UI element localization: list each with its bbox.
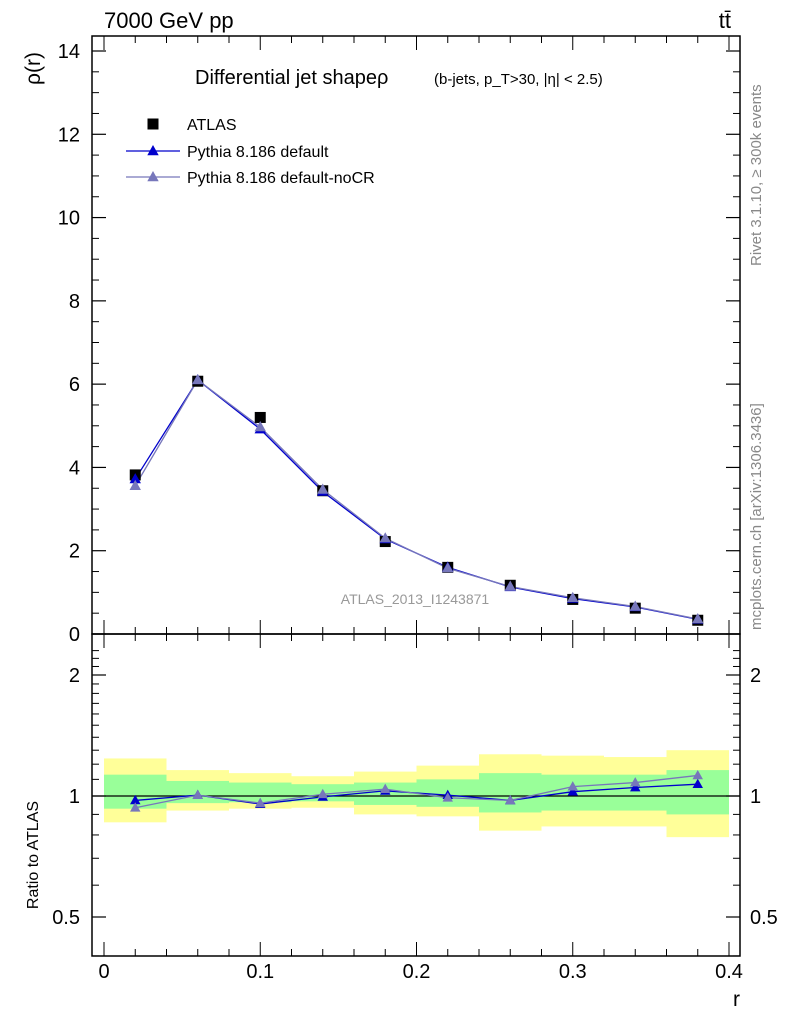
data-point-2 (567, 591, 579, 602)
ratio-xtick-label: 0.3 (559, 961, 587, 983)
main-panel: 0 2 4 6 8 10 12 14 ρ(r) Differential jet shapeρ… (22, 35, 741, 646)
ratio-point-0 (692, 778, 703, 789)
ratio-point-1 (692, 769, 703, 780)
data-point-2 (504, 580, 516, 591)
ratio-line-1 (135, 774, 698, 809)
ratio-ticks: 0.5 0.5 1 1 2 2 0 0.1 0.2 0.3 0.4 (52, 634, 778, 983)
watermark: ATLAS_2013_I1243871 (341, 591, 490, 607)
ratio-xlabel: r (733, 988, 740, 1011)
ratio-point-1 (630, 777, 641, 787)
ratio-marks (130, 769, 703, 812)
ratio-ytick-label-right: 0.5 (750, 907, 778, 929)
ratio-point-1 (567, 781, 578, 791)
ratio-ylabel: Ratio to ATLAS (25, 801, 42, 909)
data-point-2 (317, 483, 329, 494)
ratio-xtick-label: 0 (98, 961, 109, 983)
ratio-frame (91, 633, 741, 957)
ratio-ytick-label: 0.5 (52, 907, 80, 929)
legend-marker (147, 145, 159, 156)
ratio-xtick-label: 0.4 (715, 961, 743, 983)
ratio-point-1 (192, 789, 203, 799)
main-ytick-label: 14 (58, 41, 80, 63)
chart-title-sub: (b-jets, p_T>30, |η| < 2.5) (434, 71, 603, 88)
series-line-2 (134, 379, 698, 620)
ratio-point-0 (130, 794, 141, 805)
ratio-point-1 (380, 783, 391, 794)
ratio-ytick-label-right: 1 (750, 786, 761, 808)
legend-marker (147, 171, 159, 182)
ratio-point-1 (442, 792, 453, 802)
data-point-0 (254, 411, 266, 423)
main-ylabel: ρ(r) (22, 52, 45, 85)
data-point-2 (442, 562, 454, 573)
header-left: 7000 GeV pp (104, 8, 234, 33)
ratio-point-0 (630, 781, 641, 792)
data-point-2 (192, 373, 204, 385)
legend: ATLAS Pythia 8.186 default Pythia 8.186 de… (126, 117, 375, 187)
data-point-1 (129, 473, 141, 484)
data-point-2 (254, 421, 266, 432)
main-ytick-label: 0 (69, 624, 80, 646)
chart-title-main: Differential jet shapeρ (195, 67, 388, 89)
ratio-point-1 (130, 802, 141, 812)
band-green (479, 773, 542, 813)
rivet-label: Rivet 3.1.10, ≥ 300k events (748, 84, 765, 266)
ratio-point-0 (567, 786, 578, 796)
data-point-2 (379, 532, 391, 543)
data-point-2 (692, 613, 704, 624)
legend-label: Pythia 8.186 default-noCR (187, 170, 375, 187)
mcplots-label: mcplots.cern.ch [arXiv:1306.3436] (748, 403, 765, 630)
main-ytick-label: 10 (58, 208, 80, 230)
data-point-2 (629, 600, 641, 611)
main-ytick-label: 12 (58, 124, 80, 146)
ratio-xtick-label: 0.1 (246, 961, 274, 983)
legend-label: ATLAS (187, 117, 237, 134)
band-green (229, 782, 292, 803)
main-marks (129, 373, 704, 626)
ratio-point-1 (317, 788, 328, 799)
series-line-1 (134, 379, 698, 621)
main-ytick-label: 8 (69, 291, 80, 313)
ratio-panel: 0.5 0.5 1 1 2 2 0 0.1 0.2 0.3 0.4 Ratio to ATLAS r (25, 633, 778, 1011)
main-ytick-label: 6 (69, 374, 80, 396)
main-ytick-label: 4 (69, 457, 80, 479)
ratio-ytick-label-right: 2 (750, 665, 761, 687)
ratio-ytick-label: 1 (69, 786, 80, 808)
ratio-point-1 (505, 794, 516, 805)
data-point-2 (129, 479, 141, 490)
main-ytick-label: 2 (69, 541, 80, 563)
header-right: tt̄ (719, 8, 731, 33)
legend-label: Pythia 8.186 default (187, 144, 329, 161)
ratio-xtick-label: 0.2 (403, 961, 431, 983)
legend-marker (147, 118, 159, 130)
main-ticks: 0 2 4 6 8 10 12 14 (58, 36, 740, 646)
ratio-ytick-label: 2 (69, 665, 80, 687)
ratio-point-1 (255, 797, 266, 807)
